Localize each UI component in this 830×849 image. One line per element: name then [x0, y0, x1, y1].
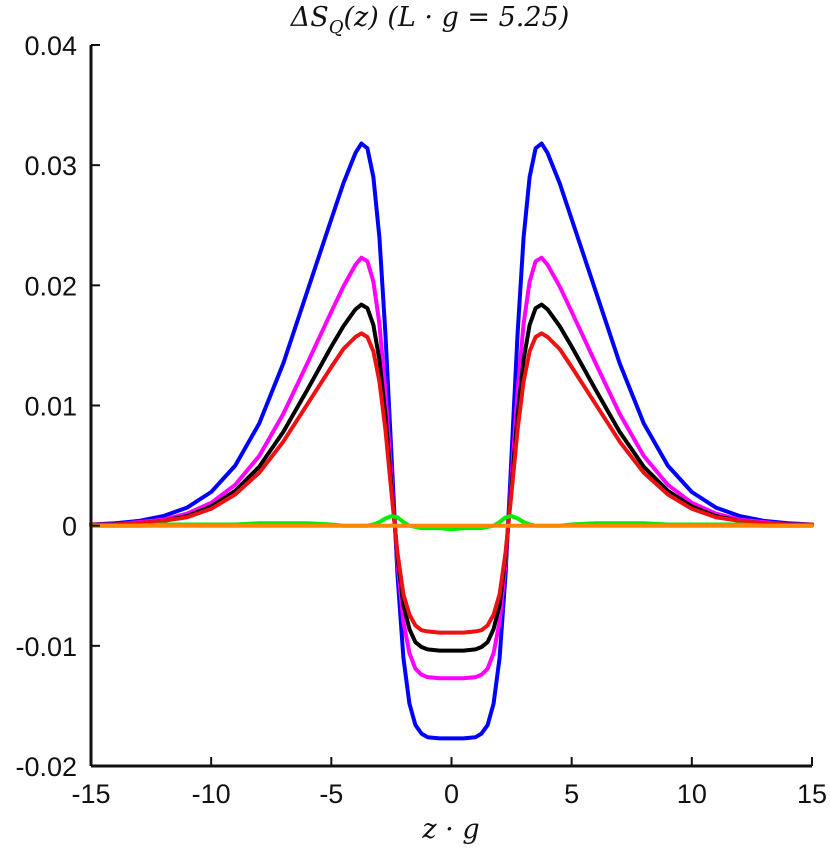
x-axis-label: z · g — [421, 814, 479, 845]
x-tick-label: -10 — [192, 779, 231, 809]
y-tick-label: -0.02 — [15, 752, 77, 782]
series-line-2 — [89, 255, 814, 681]
y-tick-label: 0.03 — [24, 151, 77, 181]
chart-title-subscript: Q — [329, 17, 344, 38]
chart-title: ΔSQ(z) (L · g = 5.25) — [290, 2, 570, 38]
series-line-3 — [89, 302, 814, 653]
x-tick-label: -5 — [319, 779, 343, 809]
y-tick-label: 0 — [62, 512, 77, 542]
series-line-1 — [89, 141, 814, 741]
x-tick-label: 5 — [564, 779, 579, 809]
chart-title-rest: (z) (L · g = 5.25) — [343, 2, 569, 33]
chart-title-main: ΔS — [290, 2, 329, 33]
y-tick-label: 0.01 — [24, 392, 77, 422]
y-tick-label: -0.01 — [15, 632, 77, 662]
series-layer — [89, 141, 814, 741]
y-tick-label: 0.04 — [24, 31, 77, 61]
x-tick-label: -15 — [71, 779, 110, 809]
series-line-5 — [89, 514, 814, 532]
y-tick-label: 0.02 — [24, 271, 77, 301]
x-tick-label: 0 — [444, 779, 459, 809]
series-line-4 — [89, 331, 814, 635]
axes-layer: -15 -10 -5 0 5 10 15 -0.02 -0.01 0 0.01 0.02 0.03 0.0… — [15, 31, 827, 809]
x-tick-label: 15 — [797, 779, 827, 809]
x-tick-label: 10 — [677, 779, 707, 809]
